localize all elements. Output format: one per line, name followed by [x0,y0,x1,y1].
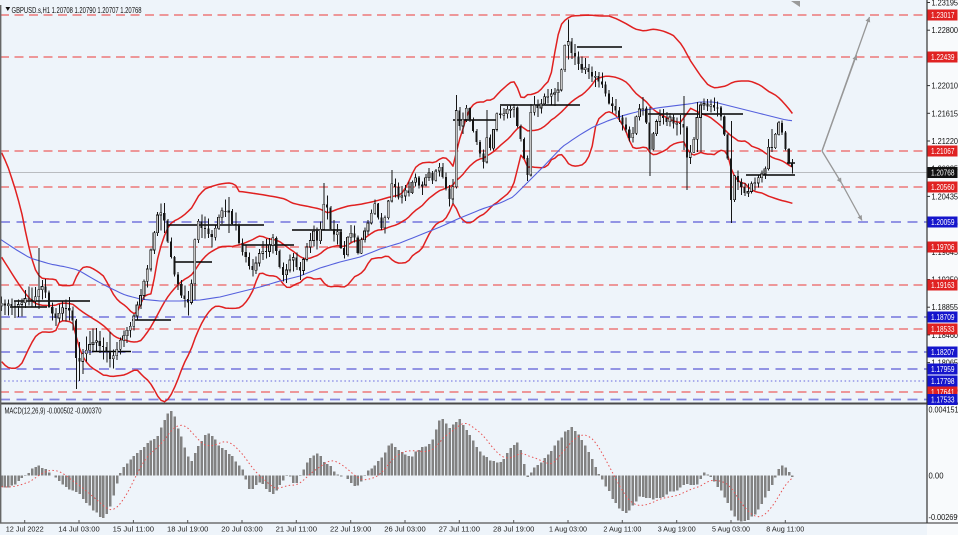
svg-text:5 Aug 03:00: 5 Aug 03:00 [712,525,750,534]
svg-text:1.19163: 1.19163 [931,281,955,290]
svg-text:18 Jul 19:00: 18 Jul 19:00 [167,525,208,534]
svg-text:27 Jul 11:00: 27 Jul 11:00 [439,525,480,534]
svg-text:1.20560: 1.20560 [931,183,955,192]
svg-text:1.18855: 1.18855 [932,303,958,312]
svg-text:1.22010: 1.22010 [932,82,958,91]
svg-text:1.18709: 1.18709 [931,313,955,322]
svg-text:GBPUSD.s,H1 1.20708 1.20790 1: GBPUSD.s,H1 1.20708 1.20790 1.20707 1.20… [12,6,142,15]
svg-text:1.23017: 1.23017 [931,11,955,20]
svg-text:1.19706: 1.19706 [931,243,955,252]
svg-text:MACD(12,26,9) -0.000502 -0.000: MACD(12,26,9) -0.000502 -0.000370 [5,407,102,416]
svg-text:-0.002699: -0.002699 [929,513,958,522]
svg-text:1 Aug 03:00: 1 Aug 03:00 [549,525,587,534]
svg-text:0.004151: 0.004151 [929,405,958,414]
svg-text:1.21615: 1.21615 [932,109,958,118]
svg-text:2 Aug 11:00: 2 Aug 11:00 [603,525,641,534]
svg-text:0.00: 0.00 [929,472,945,481]
svg-text:3 Aug 19:00: 3 Aug 19:00 [658,525,696,534]
svg-text:1.20059: 1.20059 [931,218,955,227]
svg-text:14 Jul 03:00: 14 Jul 03:00 [58,525,99,534]
svg-text:1.18065: 1.18065 [932,359,958,368]
svg-text:1.17533: 1.17533 [931,396,955,405]
svg-text:20 Jul 03:00: 20 Jul 03:00 [221,525,262,534]
svg-text:28 Jul 19:00: 28 Jul 19:00 [493,525,534,534]
svg-text:1.18207: 1.18207 [931,348,955,357]
svg-text:1.18460: 1.18460 [932,331,958,340]
svg-text:1.21220: 1.21220 [932,137,958,146]
svg-text:26 Jul 03:00: 26 Jul 03:00 [384,525,425,534]
svg-text:1.20768: 1.20768 [931,169,955,178]
svg-text:1.17959: 1.17959 [931,365,955,374]
svg-text:1.22800: 1.22800 [932,26,958,35]
svg-text:8 Aug 11:00: 8 Aug 11:00 [766,525,804,534]
svg-text:1.17641: 1.17641 [931,388,955,397]
svg-text:12 Jul 2022: 12 Jul 2022 [6,525,44,534]
svg-text:1.23195: 1.23195 [932,0,958,8]
svg-text:1.20435: 1.20435 [932,192,958,201]
svg-text:22 Jul 19:00: 22 Jul 19:00 [330,525,371,534]
svg-text:15 Jul 11:00: 15 Jul 11:00 [113,525,154,534]
svg-text:1.22439: 1.22439 [931,53,955,62]
svg-text:1.17798: 1.17798 [931,377,955,386]
svg-text:21 Jul 11:00: 21 Jul 11:00 [276,525,317,534]
svg-text:1.21067: 1.21067 [931,147,955,156]
svg-text:1.18533: 1.18533 [931,325,955,334]
